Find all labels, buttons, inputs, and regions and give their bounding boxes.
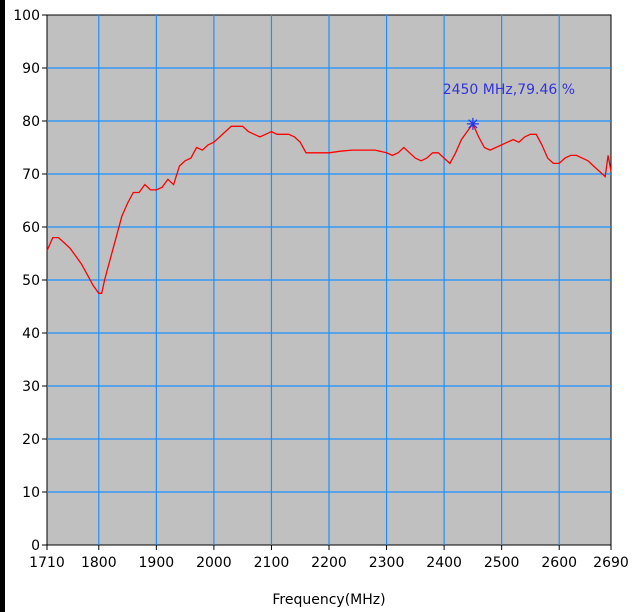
x-tick-label: 2200: [311, 555, 347, 571]
x-tick-label: 2300: [369, 555, 405, 571]
peak-marker: [466, 117, 479, 130]
y-tick-label: 70: [22, 167, 40, 183]
series-line: [46, 122, 612, 294]
y-axis-ticks: 0 10 20 30 40 50 60 70 80 90 100: [13, 8, 47, 554]
x-tick-label: 2000: [196, 555, 232, 571]
x-tick-label: 1710: [29, 555, 65, 571]
y-tick-label: 100: [13, 8, 40, 24]
x-tick-label: 1900: [139, 555, 175, 571]
x-tick-label: 2100: [254, 555, 290, 571]
x-tick-label: 2690: [593, 555, 629, 571]
y-tick-label: 20: [22, 432, 40, 448]
x-axis-ticks: 1710 1800 1900 2000 2100 2200 2300 2400 2500 2600…: [29, 545, 629, 571]
x-tick-label: 2500: [484, 555, 520, 571]
y-tick-label: 10: [22, 485, 40, 501]
y-tick-label: 50: [22, 273, 40, 289]
y-tick-label: 30: [22, 379, 40, 395]
x-tick-label: 2400: [426, 555, 462, 571]
y-tick-label: 90: [22, 61, 40, 77]
y-tick-label: 40: [22, 326, 40, 342]
y-tick-label: 0: [31, 538, 40, 554]
x-axis-title: Frequency(MHz): [272, 592, 385, 608]
marker-stroke: [468, 119, 478, 129]
x-tick-label: 2600: [541, 555, 577, 571]
y-tick-label: 60: [22, 220, 40, 236]
marker-annotation: 2450 MHz,79.46 %: [443, 82, 575, 98]
y-tick-label: 80: [22, 114, 40, 130]
x-tick-label: 1800: [81, 555, 117, 571]
horizontal-gridlines: [47, 67, 611, 493]
